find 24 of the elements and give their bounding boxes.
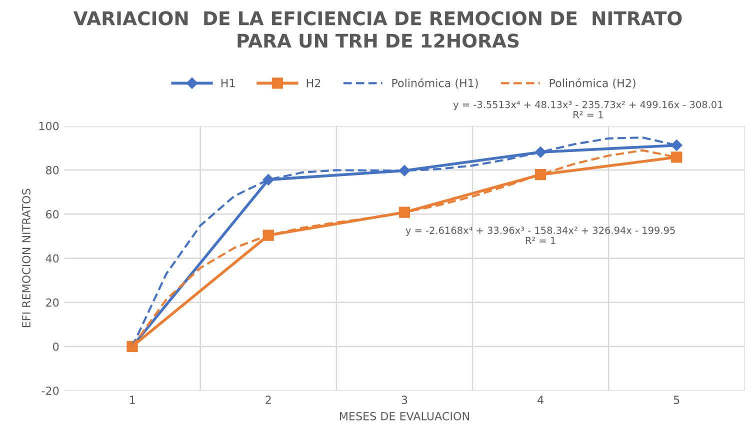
x-tick-label: 1 [130, 396, 135, 404]
y-tick-label: 20 [46, 298, 59, 307]
y-axis-title: EFI REMOCION NITRATOS [22, 188, 30, 328]
legend-label: Polinómica (H1) [392, 78, 478, 89]
point [671, 140, 682, 151]
x-tick-label: 5 [674, 396, 680, 404]
x-tick-label: 3 [402, 396, 408, 404]
y-tick-label: 0 [53, 342, 59, 351]
point [262, 230, 274, 241]
y-tick-label: 80 [46, 166, 59, 174]
legend-label: H2 [306, 78, 320, 88]
y-tick-label: 100 [39, 122, 59, 130]
legend-label: H1 [221, 78, 235, 88]
annotation: y = -2.6168x⁴ + 33.96x³ - 158.34x² + 326.94x - 199.95 R² = 1 [406, 226, 675, 244]
y-tick-label: 40 [46, 254, 59, 263]
y-tick-label: -20 [42, 386, 59, 395]
x-axis-title: MESES DE EVALUACION [340, 412, 469, 420]
legend-label: Polinómica (H2) [550, 78, 636, 89]
y-tick-label: 60 [46, 210, 59, 218]
x-tick-label: 2 [266, 396, 271, 404]
point [671, 152, 682, 163]
chart-title: VARIACION DE LA EFICIENCIA DE REMOCION DE NITRATO PARA UN TRH DE 12HORAS [73, 11, 682, 48]
x-tick-label: 4 [538, 396, 544, 404]
text: y = -3.5513x⁴ + 48.13x³ - 235.73x² + 499.16x - 308.01 R² = 1 [453, 100, 722, 118]
